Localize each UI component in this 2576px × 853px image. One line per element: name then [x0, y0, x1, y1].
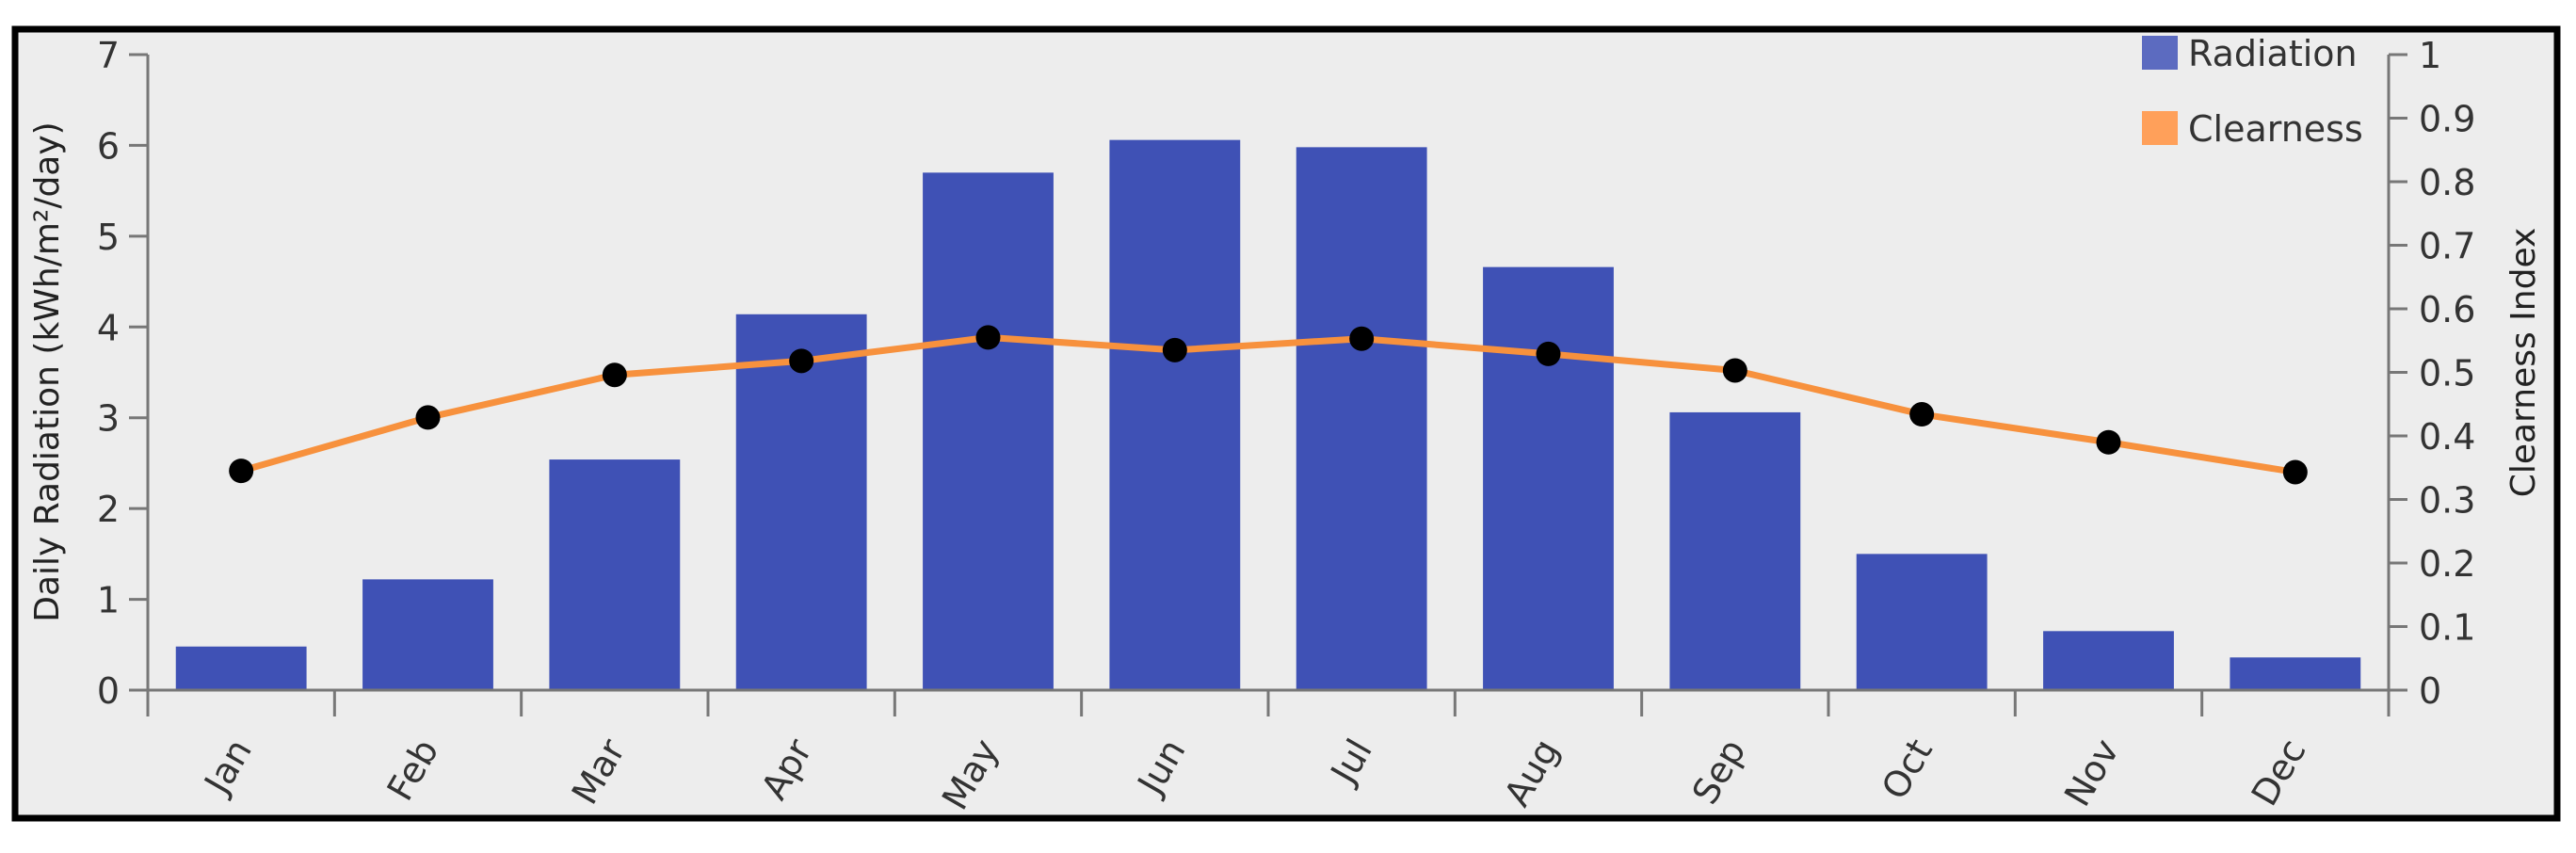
clearness-point-dec: [2282, 459, 2308, 485]
y2-tick-label: 0.4: [2419, 416, 2475, 458]
legend-swatch-clearness: [2142, 111, 2178, 145]
y2-axis-title: Clearness Index: [2504, 228, 2543, 498]
y-tick-label: 3: [97, 398, 120, 440]
clearness-point-nov: [2096, 429, 2121, 455]
y2-tick-label: 0.3: [2419, 480, 2475, 522]
bar-apr: [735, 314, 867, 690]
clearness-point-feb: [415, 405, 441, 430]
y2-tick-label: 0.5: [2419, 353, 2475, 394]
y2-tick-label: 1: [2419, 35, 2441, 76]
y2-tick-label: 0.1: [2419, 607, 2475, 649]
bar-may: [923, 172, 1054, 690]
clearness-point-mar: [602, 362, 627, 388]
legend-swatch-radiation: [2142, 36, 2178, 70]
bar-oct: [1856, 554, 1988, 690]
bar-sep: [1669, 411, 1801, 690]
y-axis-title: Daily Radiation (kWh/m²/day): [28, 121, 67, 621]
bar-mar: [549, 459, 681, 690]
bar-dec: [2230, 657, 2361, 690]
y2-tick-label: 0.7: [2419, 226, 2475, 267]
y-tick-label: 6: [97, 125, 120, 167]
clearness-point-may: [975, 325, 1001, 350]
clearness-point-apr: [789, 348, 814, 374]
legend-label-clearness: Clearness: [2188, 108, 2363, 150]
bar-aug: [1483, 266, 1614, 690]
y2-tick-label: 0.6: [2419, 289, 2475, 330]
y2-tick-label: 0: [2419, 670, 2441, 712]
legend-label-radiation: Radiation: [2188, 33, 2358, 74]
y2-tick-label: 0.2: [2419, 543, 2475, 585]
clearness-point-jun: [1162, 337, 1187, 362]
bar-jan: [175, 646, 307, 690]
clearness-point-jan: [229, 459, 254, 484]
clearness-point-aug: [1536, 341, 1561, 366]
bar-jun: [1109, 139, 1241, 691]
clearness-point-jul: [1349, 326, 1375, 351]
y2-tick-label: 0.8: [2419, 162, 2475, 203]
bar-nov: [2043, 631, 2174, 690]
y-tick-label: 4: [97, 307, 120, 348]
y-tick-label: 2: [97, 489, 120, 530]
bar-jul: [1296, 147, 1427, 690]
clearness-line: [240, 333, 2296, 475]
clearness-point-sep: [1722, 358, 1747, 383]
y-tick-label: 1: [97, 580, 120, 621]
y-tick-label: 7: [97, 35, 120, 76]
y-tick-label: 5: [97, 217, 120, 258]
y-tick-label: 0: [97, 670, 120, 712]
bar-feb: [362, 579, 493, 690]
clearness-point-oct: [1909, 402, 1935, 427]
legend: Radiation Clearness: [2142, 33, 2363, 150]
y2-tick-label: 0.9: [2419, 99, 2475, 140]
